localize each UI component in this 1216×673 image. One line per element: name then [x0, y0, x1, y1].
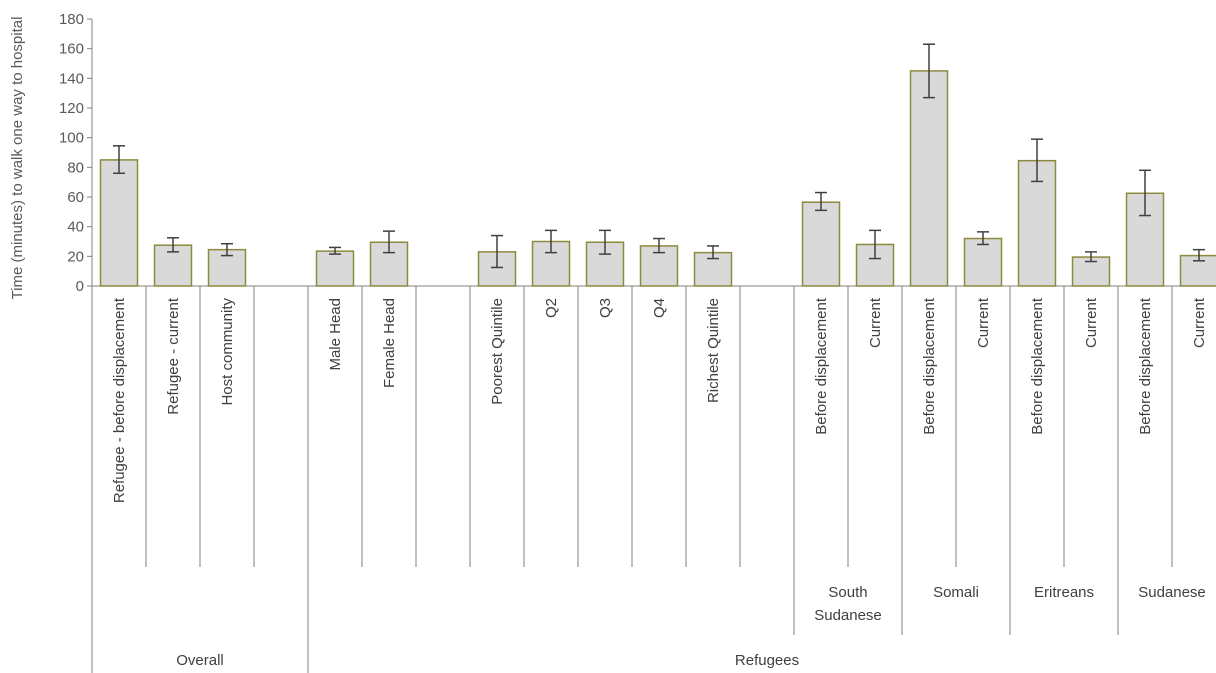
- y-tick-label: 140: [59, 70, 84, 87]
- subgroup-label: South: [828, 584, 867, 601]
- category-label: Before displacement: [921, 297, 938, 435]
- category-label: Before displacement: [813, 297, 830, 435]
- category-label: Male Head: [327, 298, 344, 371]
- y-tick-label: 60: [67, 189, 84, 206]
- category-label: Current: [1191, 297, 1208, 348]
- y-axis-title: Time (minutes) to walk one way to hospit…: [9, 17, 26, 300]
- y-tick-label: 160: [59, 41, 84, 58]
- y-tick-label: 100: [59, 130, 84, 147]
- group-label: Refugees: [735, 652, 799, 669]
- category-label: Before displacement: [1137, 297, 1154, 435]
- bar: [315, 250, 355, 287]
- y-tick-label: 180: [59, 11, 84, 28]
- bar: [963, 237, 1003, 287]
- y-tick-label: 0: [76, 278, 84, 295]
- category-label: Poorest Quintile: [489, 298, 506, 405]
- category-label: Richest Quintile: [705, 298, 722, 403]
- category-label: Refugee - current: [165, 297, 182, 415]
- category-label: Q4: [651, 298, 668, 318]
- y-tick-label: 120: [59, 100, 84, 117]
- category-label: Before displacement: [1029, 297, 1046, 435]
- category-label: Current: [1083, 297, 1100, 348]
- subgroup-label: Sudanese: [1138, 584, 1206, 601]
- subgroup-label: Somali: [933, 584, 979, 601]
- category-label: Q2: [543, 298, 560, 318]
- group-label: Overall: [176, 652, 224, 669]
- y-tick-label: 40: [67, 219, 84, 236]
- bar: [909, 70, 949, 287]
- category-label: Female Head: [381, 298, 398, 388]
- subgroup-label: Sudanese: [814, 607, 882, 624]
- bar: [801, 201, 841, 287]
- y-tick-label: 80: [67, 159, 84, 176]
- subgroup-label: Eritreans: [1034, 584, 1094, 601]
- y-tick-label: 20: [67, 248, 84, 265]
- category-label: Host community: [219, 298, 236, 406]
- category-label: Current: [975, 297, 992, 348]
- bar: [99, 159, 139, 287]
- category-label: Current: [867, 297, 884, 348]
- category-label: Refugee - before displacement: [111, 297, 128, 503]
- category-label: Q3: [597, 298, 614, 318]
